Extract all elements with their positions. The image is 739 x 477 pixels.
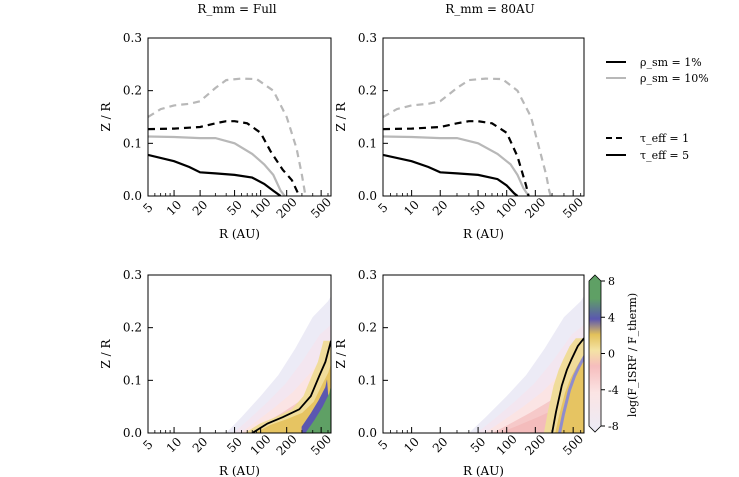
series-line-3 (383, 153, 519, 196)
x-tick-label: 500 (560, 195, 586, 221)
x-tick-label: 20 (430, 198, 451, 219)
panel-bottom-right: 0.0 0.1 0.2 0.3 5 10 20 50 100 200 500 R (AU) Z / R (334, 268, 586, 477)
x-tick-label: 100 (494, 432, 520, 458)
x-axis-label: R (AU) (463, 227, 504, 241)
y-tick-label: 0.1 (123, 136, 142, 150)
colorbar-tick-label: 4 (608, 311, 615, 324)
x-tick-label: 20 (190, 198, 211, 219)
x-tick-label: 100 (248, 195, 274, 221)
x-tick-label: 200 (274, 432, 300, 458)
x-tick-label: 20 (190, 435, 211, 456)
y-tick-label: 0.3 (358, 31, 377, 45)
x-tick-label: 100 (248, 432, 274, 458)
x-tick-label: 5 (375, 200, 390, 215)
panel-title-left: R_mm = Full (197, 2, 276, 16)
x-tick-label: 10 (164, 198, 185, 219)
contour-line (551, 337, 584, 433)
y-axis-label: Z / R (334, 339, 348, 369)
legend-label-1pct: ρ_sm = 1% (640, 56, 702, 69)
y-axis-label: Z / R (99, 102, 113, 132)
panel-top-right: 0.0 0.1 0.2 0.3 5 10 20 50 100 200 500 R (AU) Z / R (334, 31, 586, 241)
series-line-0 (148, 77, 307, 196)
x-tick-label: 5 (140, 437, 155, 452)
axes-frame (382, 37, 585, 197)
x-tick-label: 10 (401, 435, 422, 456)
x-tick-label: 500 (308, 195, 334, 221)
color-band-green (305, 385, 331, 433)
y-tick-label: 0.3 (123, 31, 142, 45)
axes-frame (147, 274, 332, 434)
color-band-edge (558, 354, 584, 433)
legend-density: ρ_sm = 1% ρ_sm = 10% (606, 56, 709, 85)
colorbar-label: log(F_ISRF / F_therm) (626, 293, 639, 417)
x-tick-label: 10 (164, 435, 185, 456)
x-axis-label: R (AU) (219, 227, 260, 241)
x-tick-label: 50 (468, 435, 489, 456)
x-tick-label: 100 (494, 195, 520, 221)
panel-bottom-left: 0.0 0.1 0.2 0.3 5 10 20 50 100 200 500 R (AU) Z / R (99, 268, 334, 477)
y-tick-label: 0.0 (123, 189, 142, 203)
colorbar-tick-label: -8 (608, 420, 619, 433)
y-axis-label: Z / R (334, 102, 348, 132)
x-axis-label: R (AU) (219, 464, 260, 477)
x-tick-label: 5 (140, 200, 155, 215)
x-tick-label: 500 (560, 432, 586, 458)
series-line-1 (383, 135, 530, 196)
y-tick-label: 0.3 (358, 268, 377, 282)
x-tick-label: 200 (522, 432, 548, 458)
colorbar-bar (588, 274, 602, 433)
y-tick-label: 0.1 (358, 373, 377, 387)
colorbar-tick-label: 0 (608, 348, 615, 361)
x-tick-label: 500 (308, 432, 334, 458)
axes-frame (382, 274, 585, 434)
legend-label-tau1: τ_eff = 1 (640, 132, 689, 145)
y-axis-label: Z / R (99, 339, 113, 369)
y-tick-label: 0.0 (358, 189, 377, 203)
axes-frame (147, 37, 332, 197)
y-tick-label: 0.3 (123, 268, 142, 282)
x-axis-label: R (AU) (463, 464, 504, 477)
panel-top-left: 0.0 0.1 0.2 0.3 5 10 20 50 100 200 500 R (AU) Z / R (99, 31, 334, 241)
series-line-0 (383, 77, 552, 196)
y-tick-label: 0.2 (358, 84, 377, 98)
legend-label-10pct: ρ_sm = 10% (640, 72, 709, 85)
series-line-2 (148, 120, 301, 196)
y-tick-label: 0.1 (358, 136, 377, 150)
y-tick-label: 0.2 (358, 321, 377, 335)
x-tick-label: 50 (468, 198, 489, 219)
colorbar: log(F_ISRF / F_therm) 8 4 0 -4 -8 (588, 274, 639, 433)
x-tick-label: 50 (224, 198, 245, 219)
legend-label-tau5: τ_eff = 5 (640, 149, 689, 162)
plot-area (226, 296, 331, 433)
plot-area (383, 77, 552, 196)
colorbar-tick-label: 8 (608, 275, 615, 288)
plot-area (148, 77, 307, 196)
x-tick-label: 50 (224, 435, 245, 456)
x-tick-label: 200 (522, 195, 548, 221)
x-tick-label: 200 (274, 195, 300, 221)
x-tick-label: 10 (401, 198, 422, 219)
y-tick-label: 0.2 (123, 321, 142, 335)
x-tick-label: 20 (430, 435, 451, 456)
series-line-3 (148, 153, 282, 196)
y-tick-label: 0.0 (358, 426, 377, 440)
y-tick-label: 0.2 (123, 84, 142, 98)
series-line-1 (148, 135, 286, 196)
panel-title-right: R_mm = 80AU (445, 2, 535, 16)
contour-line (251, 340, 331, 433)
x-tick-label: 5 (375, 437, 390, 452)
y-tick-label: 0.1 (123, 373, 142, 387)
y-tick-label: 0.0 (123, 426, 142, 440)
legend-tau: τ_eff = 1 τ_eff = 5 (606, 132, 689, 162)
plot-area (468, 296, 584, 433)
colorbar-tick-label: -4 (608, 384, 619, 397)
